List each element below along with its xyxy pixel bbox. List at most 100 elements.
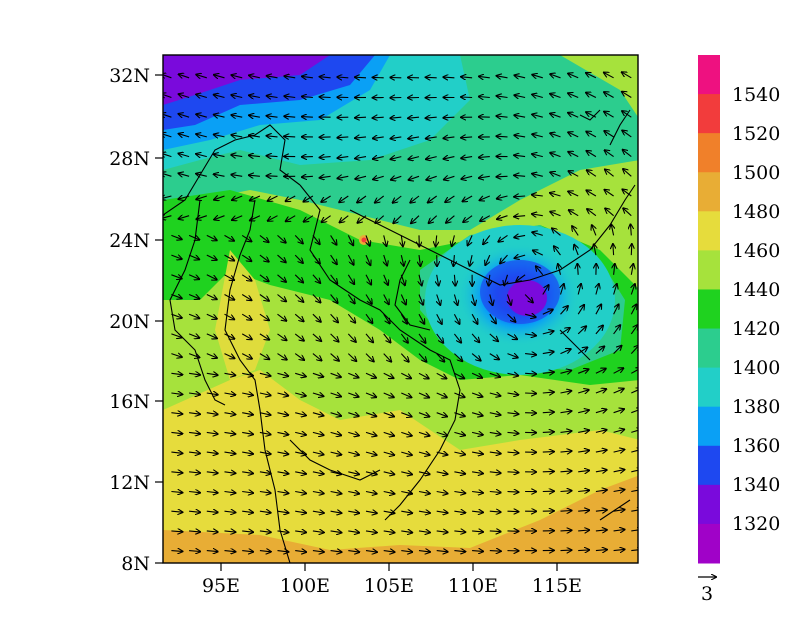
wind-vector xyxy=(401,492,412,494)
wind-vector xyxy=(347,274,354,284)
wind-vector xyxy=(383,333,391,343)
wind-vector xyxy=(259,234,269,242)
colorbar-label-1460: 1460 xyxy=(732,240,780,262)
wind-vector xyxy=(408,117,420,118)
wind-vector xyxy=(568,74,579,79)
wind-vector xyxy=(418,413,429,417)
wind-vector xyxy=(578,430,589,432)
wind-vector xyxy=(542,452,554,453)
wind-vector xyxy=(436,413,447,417)
wind-vector xyxy=(348,492,359,494)
wind-vector xyxy=(224,353,235,359)
wind-vector xyxy=(507,452,519,453)
wind-vector xyxy=(322,215,331,222)
wind-vector xyxy=(550,94,561,98)
wind-vector xyxy=(196,114,207,117)
wind-vector xyxy=(355,157,367,159)
wind-vector xyxy=(320,77,331,78)
wind-vector xyxy=(418,472,430,475)
wind-vector xyxy=(302,97,313,98)
wind-vector xyxy=(578,490,589,491)
wind-vector xyxy=(577,305,584,315)
wind-vector xyxy=(453,255,454,266)
wind-vector xyxy=(622,72,632,79)
wind-vector xyxy=(188,254,199,259)
wind-vector xyxy=(524,314,536,317)
wind-vector xyxy=(401,413,411,417)
wind-vector xyxy=(592,225,596,236)
wind-vector xyxy=(428,195,438,203)
wind-vector xyxy=(489,511,501,512)
wind-vector xyxy=(259,511,271,513)
wind-vector xyxy=(171,511,182,512)
wind-vector xyxy=(224,274,235,280)
wind-vector xyxy=(277,234,286,242)
wind-vector xyxy=(560,306,568,315)
wind-vector xyxy=(631,284,635,295)
wind-vector xyxy=(337,77,349,78)
wind-vector xyxy=(507,492,519,493)
wind-vector xyxy=(241,353,252,359)
wind-vector xyxy=(631,368,638,374)
wind-vector xyxy=(532,154,543,157)
wind-vector xyxy=(578,450,589,452)
wind-vector xyxy=(286,195,296,201)
wind-vector xyxy=(250,195,261,201)
wind-vector xyxy=(284,76,296,78)
wind-vector xyxy=(532,114,543,117)
wind-vector xyxy=(365,472,377,475)
wind-vector xyxy=(249,155,260,156)
wind-vector xyxy=(171,452,182,453)
wind-vector xyxy=(171,334,181,338)
wind-vector xyxy=(613,450,625,453)
wind-vector xyxy=(268,215,278,221)
wind-vector xyxy=(295,511,306,513)
wind-vector xyxy=(348,413,358,416)
wind-vector xyxy=(206,413,218,415)
wind-vector xyxy=(259,254,269,262)
wind-vector xyxy=(532,134,543,137)
wind-vector xyxy=(542,352,554,354)
wind-vector xyxy=(454,274,455,286)
wind-vector xyxy=(214,115,225,118)
wind-vector xyxy=(489,531,501,532)
wind-vector xyxy=(224,452,236,454)
wind-vector xyxy=(390,117,402,118)
wind-vector xyxy=(231,95,243,98)
wind-vector xyxy=(277,531,289,533)
wind-vector xyxy=(171,373,182,374)
wind-vector xyxy=(401,235,403,246)
wind-vector xyxy=(401,452,412,455)
wind-vector xyxy=(631,469,638,471)
wind-vector xyxy=(171,432,182,433)
wind-vector xyxy=(284,96,296,97)
wind-vector xyxy=(400,333,408,343)
wind-vector xyxy=(249,175,260,176)
wind-vector xyxy=(312,274,320,283)
wind-vector xyxy=(224,413,236,415)
wind-vector xyxy=(418,551,430,552)
lat-label-20n: 20N xyxy=(109,311,150,333)
wind-vector xyxy=(330,393,341,397)
wind-vector xyxy=(206,531,218,532)
wind-vector xyxy=(454,511,465,513)
wind-vector xyxy=(383,353,392,362)
wind-vector xyxy=(498,234,508,241)
colorbar-swatch xyxy=(698,367,720,408)
map-frame xyxy=(162,54,639,564)
wind-vector xyxy=(365,492,377,494)
wind-vector xyxy=(302,176,313,177)
wind-vector xyxy=(312,333,321,341)
wind-vector xyxy=(560,411,572,413)
wind-vector xyxy=(312,235,320,244)
wind-vector xyxy=(596,284,599,295)
wind-vector xyxy=(409,176,420,180)
wind-vector xyxy=(418,353,426,362)
wind-vector xyxy=(338,176,349,178)
wind-vector xyxy=(613,490,625,492)
lon-label-95e: 95E xyxy=(202,575,240,597)
wind-vector xyxy=(312,472,324,474)
reference-vector-label: 3 xyxy=(701,583,713,605)
wind-vector xyxy=(163,173,172,176)
wind-vector xyxy=(242,531,253,532)
